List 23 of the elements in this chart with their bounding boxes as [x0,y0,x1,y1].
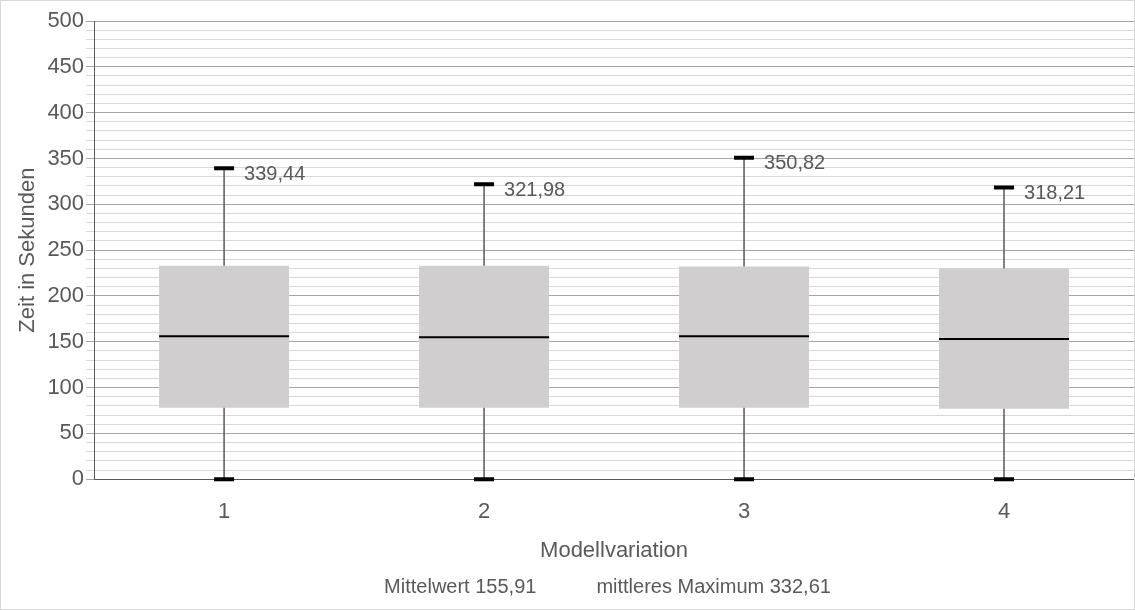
y-tick-label: 300 [47,190,85,216]
y-tick-label: 50 [59,419,85,445]
y-tick-label: 250 [47,236,85,262]
x-tick-label: 2 [477,498,491,524]
annotation: 350,82 [764,151,826,174]
annotation: 318,21 [1024,181,1086,204]
y-tick-label: 200 [47,281,85,307]
x-axis-title: Modellvariation [540,536,689,562]
x-tick-label: 4 [997,498,1011,524]
y-tick-label: 500 [47,7,85,33]
x-tick-label: 3 [737,498,751,524]
annotation: 321,98 [504,177,566,200]
y-axis-title: Zeit in Sekunden [14,167,40,333]
x-tick-label: 1 [217,498,231,524]
y-tick-label: 100 [47,373,85,399]
text: Mittelwert 155,91 [384,574,537,597]
y-tick-label: 450 [47,52,85,78]
y-tick-label: 0 [71,465,85,491]
y-tick-label: 350 [47,144,85,170]
y-tick-label: 400 [47,98,85,124]
annotation: 339,44 [244,161,306,184]
text: mittleres Maximum 332,61 [596,574,831,597]
y-tick-label: 150 [47,327,85,353]
